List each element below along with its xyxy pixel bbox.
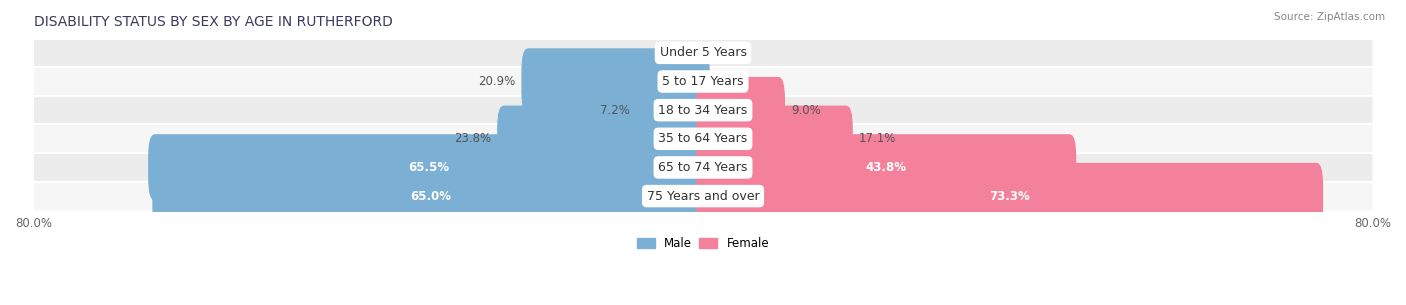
FancyBboxPatch shape [34,124,1372,153]
Text: 18 to 34 Years: 18 to 34 Years [658,104,748,117]
Text: 0.0%: 0.0% [716,75,745,88]
Text: Source: ZipAtlas.com: Source: ZipAtlas.com [1274,12,1385,22]
Text: 65.0%: 65.0% [411,190,451,203]
Text: 9.0%: 9.0% [790,104,821,117]
Legend: Male, Female: Male, Female [633,232,773,255]
Text: 75 Years and over: 75 Years and over [647,190,759,203]
Text: Under 5 Years: Under 5 Years [659,46,747,59]
Text: 65.5%: 65.5% [408,161,450,174]
Text: 0.0%: 0.0% [716,46,745,59]
Text: 43.8%: 43.8% [866,161,907,174]
Text: DISABILITY STATUS BY SEX BY AGE IN RUTHERFORD: DISABILITY STATUS BY SEX BY AGE IN RUTHE… [34,15,392,29]
FancyBboxPatch shape [34,38,1372,67]
FancyBboxPatch shape [498,106,710,172]
FancyBboxPatch shape [522,48,710,115]
FancyBboxPatch shape [696,77,785,143]
FancyBboxPatch shape [34,67,1372,96]
Text: 73.3%: 73.3% [990,190,1031,203]
Text: 23.8%: 23.8% [454,132,491,145]
Text: 7.2%: 7.2% [600,104,630,117]
Text: 5 to 17 Years: 5 to 17 Years [662,75,744,88]
FancyBboxPatch shape [148,134,710,201]
FancyBboxPatch shape [34,96,1372,124]
FancyBboxPatch shape [152,163,710,229]
FancyBboxPatch shape [34,153,1372,182]
Text: 17.1%: 17.1% [859,132,896,145]
FancyBboxPatch shape [696,134,1076,201]
FancyBboxPatch shape [696,163,1323,229]
FancyBboxPatch shape [696,106,853,172]
Text: 0.0%: 0.0% [661,46,690,59]
FancyBboxPatch shape [34,182,1372,210]
Text: 35 to 64 Years: 35 to 64 Years [658,132,748,145]
Text: 65 to 74 Years: 65 to 74 Years [658,161,748,174]
FancyBboxPatch shape [636,77,710,143]
Text: 20.9%: 20.9% [478,75,516,88]
